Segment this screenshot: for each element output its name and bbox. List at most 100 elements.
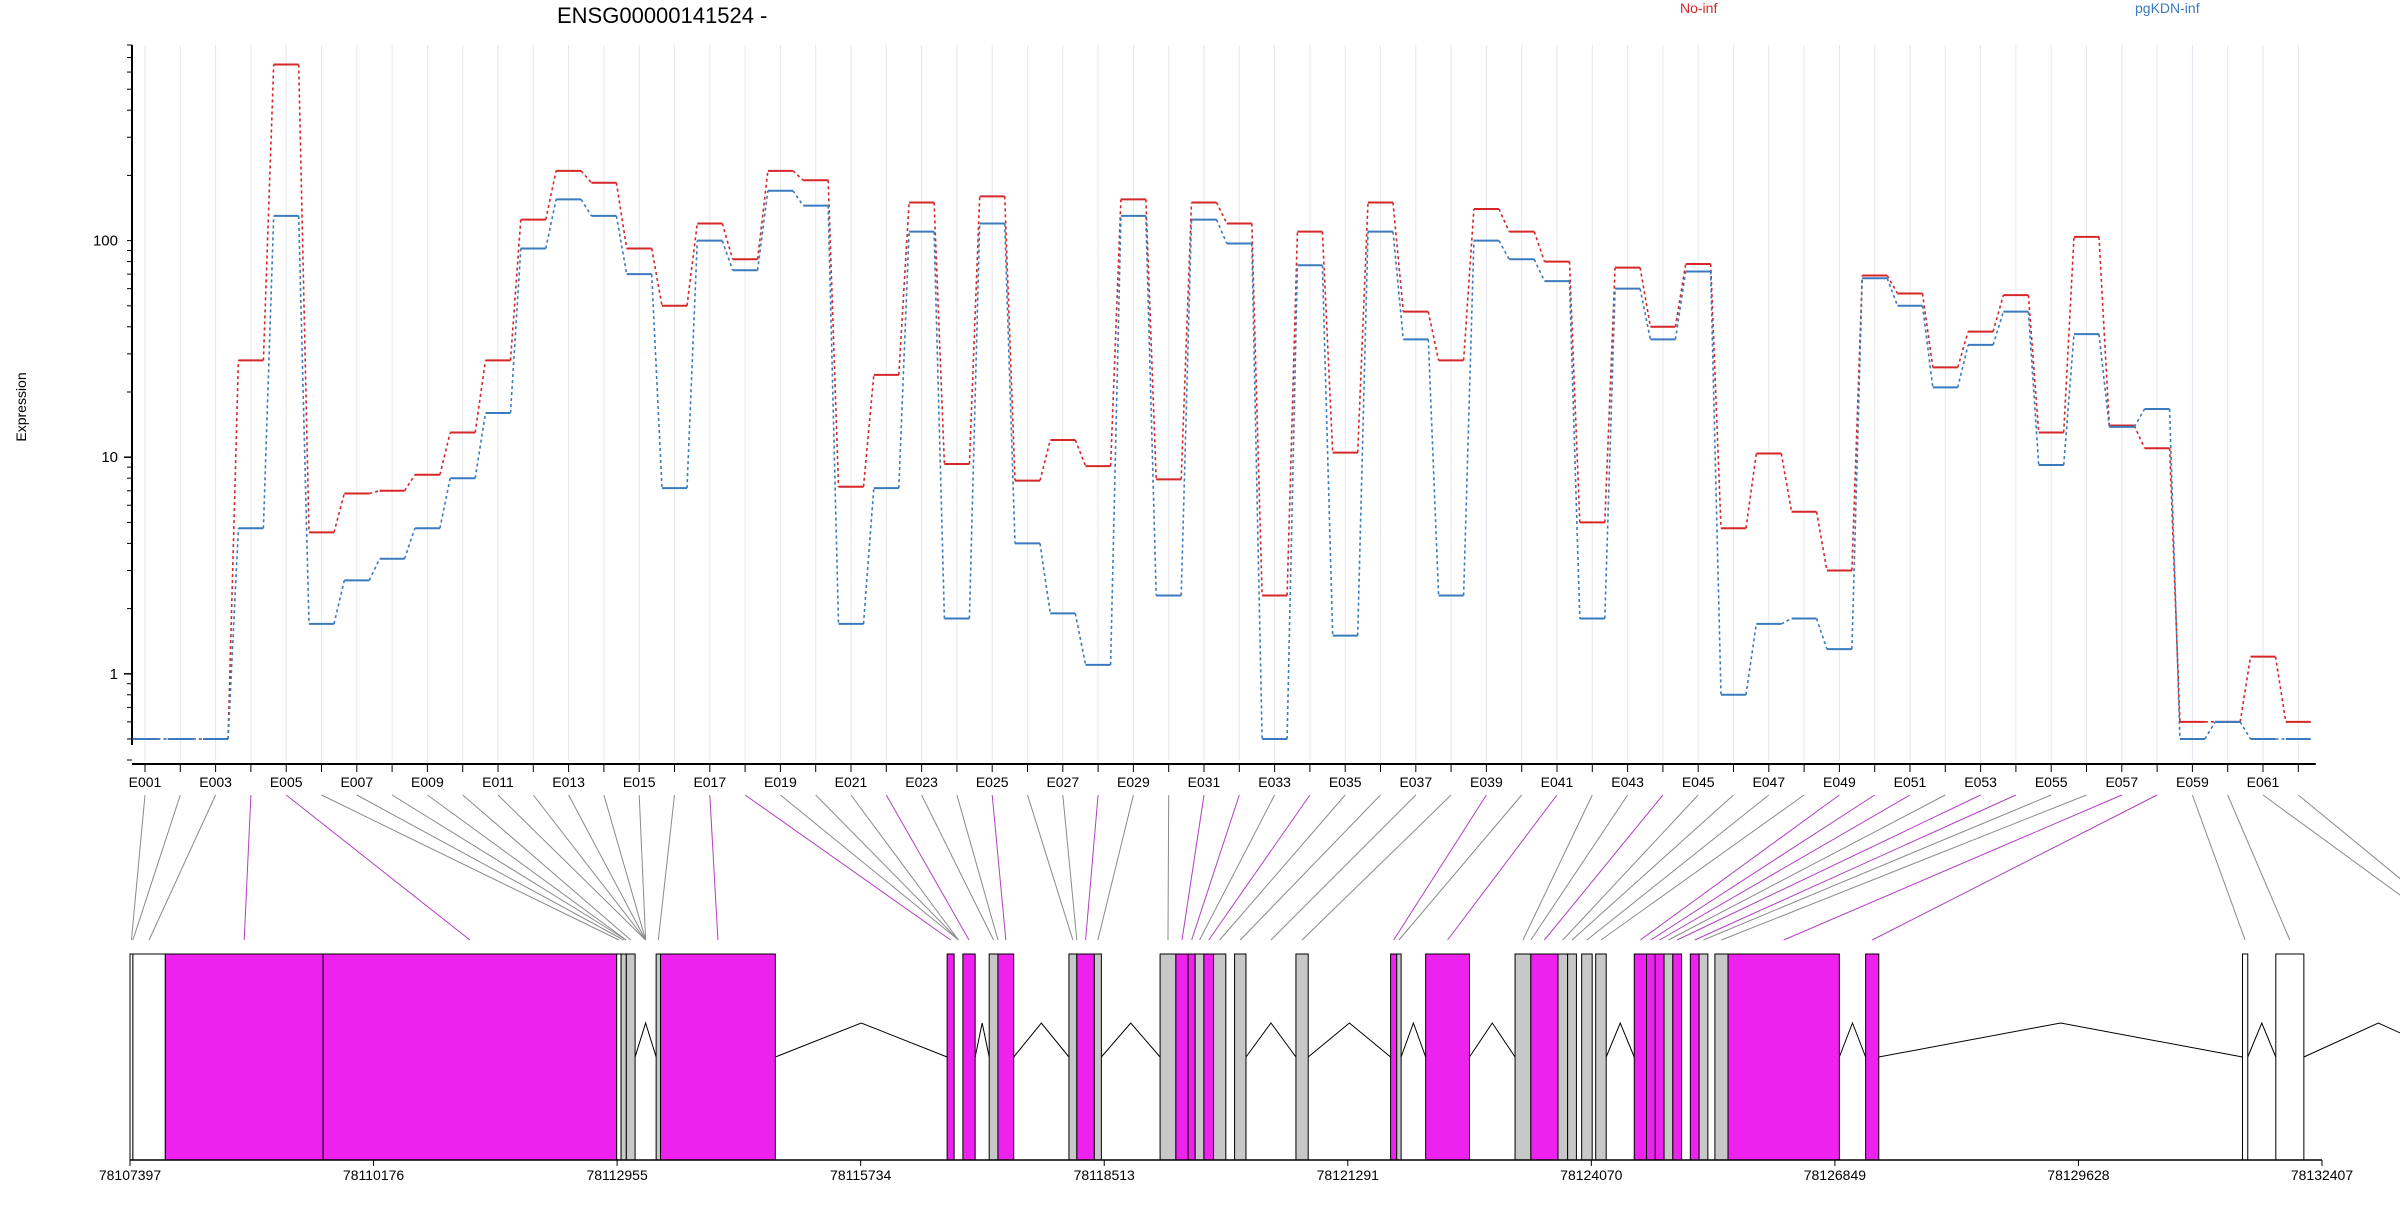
series-connector	[1180, 202, 1193, 480]
genomic-coordinate-label: 78115734	[830, 1167, 891, 1183]
genomic-coordinate-label: 78112955	[586, 1167, 647, 1183]
series-connector	[580, 170, 593, 184]
connector-e034	[1208, 794, 1311, 941]
connector-e052	[1668, 794, 1946, 941]
exon-box-e041	[1425, 953, 1470, 1161]
x-tick-label-e029: E029	[1117, 774, 1150, 790]
series-connector	[1780, 617, 1792, 625]
x-axis: E001 E003 E005 E007 E009 E011 E013 E015 E017 E019…	[129, 763, 2316, 790]
series-connector	[933, 231, 946, 619]
connector-e014	[603, 794, 647, 941]
connector-e056	[1721, 794, 2087, 941]
series-connector	[1039, 543, 1052, 614]
series-connector	[2133, 408, 2146, 428]
series-connector	[1639, 267, 1652, 327]
connector-e053	[1676, 794, 1981, 941]
series-connector	[1039, 439, 1052, 481]
connector-e051	[1659, 794, 1911, 941]
connector-e042	[1522, 794, 1593, 941]
series-connector	[686, 223, 699, 306]
series-connector	[297, 64, 310, 533]
series-connector	[615, 182, 628, 249]
exon-box-e045	[1557, 953, 1569, 1161]
x-tick-label-e037: E037	[1399, 774, 1432, 790]
series-connector	[1815, 618, 1828, 650]
series-connector	[297, 215, 310, 624]
connector-e028	[1085, 794, 1099, 941]
exon-box-e006	[616, 953, 622, 1161]
series-connector	[1180, 219, 1193, 596]
series-connector	[2062, 334, 2075, 466]
x-tick-label-e011: E011	[482, 774, 514, 790]
connector-e062	[2297, 794, 2400, 880]
series-connector	[227, 360, 240, 740]
connector-e054	[1694, 794, 2017, 941]
series-connector	[1392, 202, 1405, 312]
connector-e061	[2262, 794, 2400, 896]
y-tick-label-1: 1	[110, 666, 118, 683]
x-tick-label-e049: E049	[1823, 774, 1856, 790]
series-connector	[1886, 278, 1899, 307]
series-connector	[1709, 271, 1722, 695]
series-connector	[1286, 265, 1299, 740]
x-tick-label-e055: E055	[2035, 774, 2068, 790]
connector-e043	[1530, 794, 1629, 941]
connector-e019	[780, 794, 959, 941]
connector-e011	[497, 794, 646, 941]
exon-box-e034	[1203, 953, 1215, 1161]
intron-caret	[1469, 1022, 1516, 1058]
exon-box-e056	[1714, 953, 1729, 1161]
series-pgkdn-inf	[132, 189, 2311, 741]
series-connector	[439, 478, 451, 529]
x-tick-label-e017: E017	[693, 774, 726, 790]
series-connector	[1674, 271, 1687, 340]
y-axis: 1 10 100	[93, 44, 133, 761]
connector-e003	[148, 794, 217, 941]
connector-e006	[321, 794, 620, 941]
x-tick-label-e027: E027	[1046, 774, 1079, 790]
connector-e029	[1097, 794, 1134, 941]
series-connector	[1957, 331, 1969, 368]
exon-box-e058	[1865, 953, 1880, 1161]
connector-e057	[1783, 794, 2122, 941]
series-connector	[756, 190, 769, 271]
connector-e049	[1640, 794, 1840, 941]
x-tick-label-e007: E007	[340, 774, 373, 790]
exon-box-e016	[655, 953, 662, 1161]
series-connector	[2239, 656, 2252, 722]
exon-box-e040	[1396, 953, 1402, 1161]
exon-box-e059	[2242, 953, 2249, 1161]
series-connector	[1145, 215, 1157, 596]
series-connector	[1286, 231, 1299, 596]
exon-box-e028	[1076, 953, 1095, 1161]
intron-caret	[1245, 1022, 1297, 1058]
exon-box-e053	[1672, 953, 1683, 1161]
series-connector	[1992, 311, 2005, 346]
series-connector	[403, 474, 416, 492]
connector-e009	[427, 794, 627, 941]
genomic-coordinate-label: 78132407	[2291, 1167, 2354, 1183]
series-connector	[1851, 278, 1863, 650]
exon-box-e023	[988, 953, 999, 1161]
connector-e012	[532, 794, 647, 941]
series-connector	[509, 248, 522, 414]
series-connector	[1251, 243, 1263, 740]
connector-e035	[1219, 794, 1346, 941]
connector-e044	[1544, 794, 1664, 941]
connector-e002	[132, 794, 181, 941]
x-tick-label-e021: E021	[835, 774, 868, 790]
genomic-coordinate-label: 78129628	[2047, 1167, 2110, 1183]
exon-box-e036	[1234, 953, 1247, 1161]
x-tick-label-e041: E041	[1541, 774, 1574, 790]
x-tick-label-e061: E061	[2247, 774, 2280, 790]
connector-e039	[1393, 794, 1487, 941]
series-connector	[1109, 199, 1122, 467]
connector-e001	[130, 794, 146, 941]
exon-box-e010	[625, 953, 636, 1161]
exon-box-e048	[1595, 953, 1607, 1161]
series-connector	[1921, 305, 1934, 388]
x-tick-label-e019: E019	[764, 774, 797, 790]
series-connector	[2098, 236, 2111, 426]
